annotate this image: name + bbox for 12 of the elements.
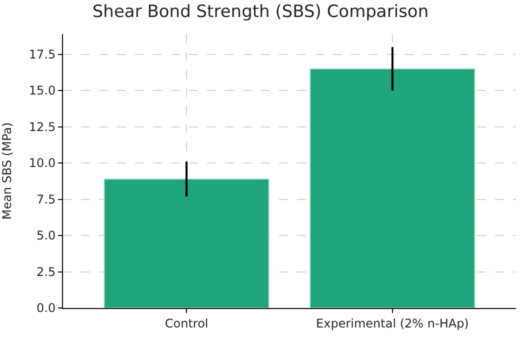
y-tick-label: 5.0 [36,228,56,243]
y-tick-label: 2.5 [36,264,56,279]
y-tick-label: 17.5 [28,48,56,62]
x-tick-label: Experimental (2% n-HAp) [316,316,469,330]
y-tick-label: 12.5 [28,120,56,134]
y-axis-title: Mean SBS (MPa) [0,122,14,220]
y-tick-label: 0.0 [36,301,56,316]
x-tick-label: Control [164,316,208,330]
y-tick-label: 7.5 [36,192,56,206]
y-tick-label: 10.0 [28,156,56,170]
y-tick-label: 15.0 [28,84,56,98]
chart-title: Shear Bond Strength (SBS) Comparison [92,2,429,22]
